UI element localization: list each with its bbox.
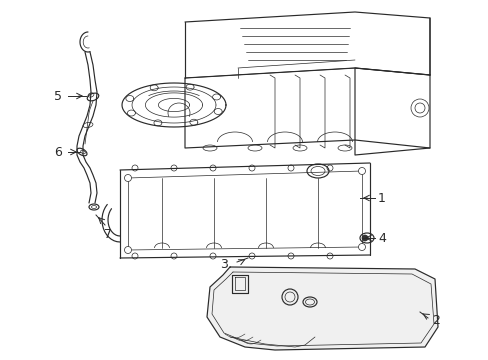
Text: 7: 7	[104, 228, 112, 241]
Circle shape	[358, 243, 365, 251]
Text: 4: 4	[377, 231, 385, 244]
Circle shape	[124, 247, 131, 253]
Polygon shape	[206, 267, 437, 350]
Text: 5: 5	[54, 90, 62, 103]
Circle shape	[361, 235, 367, 241]
Circle shape	[282, 289, 297, 305]
Text: 6: 6	[54, 145, 62, 158]
Text: 2: 2	[431, 314, 439, 327]
Circle shape	[124, 175, 131, 181]
Circle shape	[358, 167, 365, 175]
Text: 3: 3	[220, 258, 227, 271]
Text: 1: 1	[377, 192, 385, 204]
Ellipse shape	[303, 297, 316, 307]
